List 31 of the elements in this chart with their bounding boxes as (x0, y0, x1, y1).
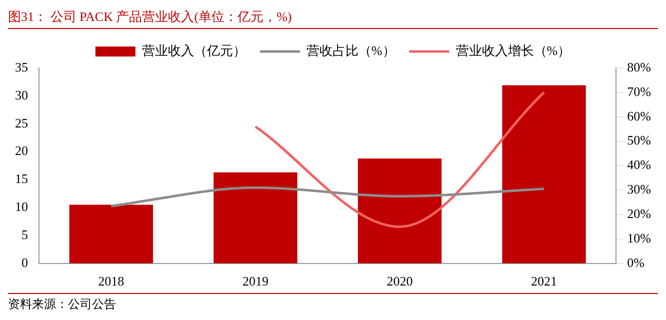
chart-title: 图31： 公司 PACK 产品营业收入(单位：亿元，%) (8, 8, 658, 29)
y-tick-label: 0 (22, 254, 28, 270)
y-tick-label: 10 (15, 198, 28, 214)
bar (502, 85, 586, 264)
bar (69, 204, 153, 264)
bar (358, 158, 442, 264)
y2-tick-label: 0% (627, 254, 645, 270)
legend-label: 营业收入（亿元） (142, 42, 246, 58)
x-tick-label: 2019 (242, 274, 268, 289)
line-series (110, 186, 546, 208)
y2-tick-label: 60% (627, 108, 652, 124)
bar (214, 172, 298, 264)
x-tick-label: 2021 (531, 274, 558, 289)
y2-tick-label: 70% (627, 84, 652, 99)
y2-tick-label: 40% (627, 157, 652, 172)
legend-label: 营业收入增长（%） (456, 42, 571, 58)
y2-tick-label: 80% (627, 59, 652, 74)
text: 资料来源：公司公告 (8, 293, 658, 313)
y-tick-label: 30 (15, 87, 28, 102)
y2-tick-label: 30% (627, 182, 652, 197)
y-tick-label: 5 (22, 226, 28, 242)
y2-tick-label: 10% (627, 230, 652, 246)
y-tick-label: 25 (15, 115, 28, 130)
y2-tick-label: 20% (627, 206, 652, 221)
y-tick-label: 35 (15, 59, 28, 74)
y-tick-label: 20 (15, 143, 28, 158)
x-tick-label: 2018 (98, 274, 124, 289)
x-tick-label: 2020 (386, 274, 413, 289)
legend-label: 营收占比（%） (306, 42, 396, 58)
y-tick-label: 15 (15, 171, 28, 186)
y2-tick-label: 50% (627, 132, 652, 148)
